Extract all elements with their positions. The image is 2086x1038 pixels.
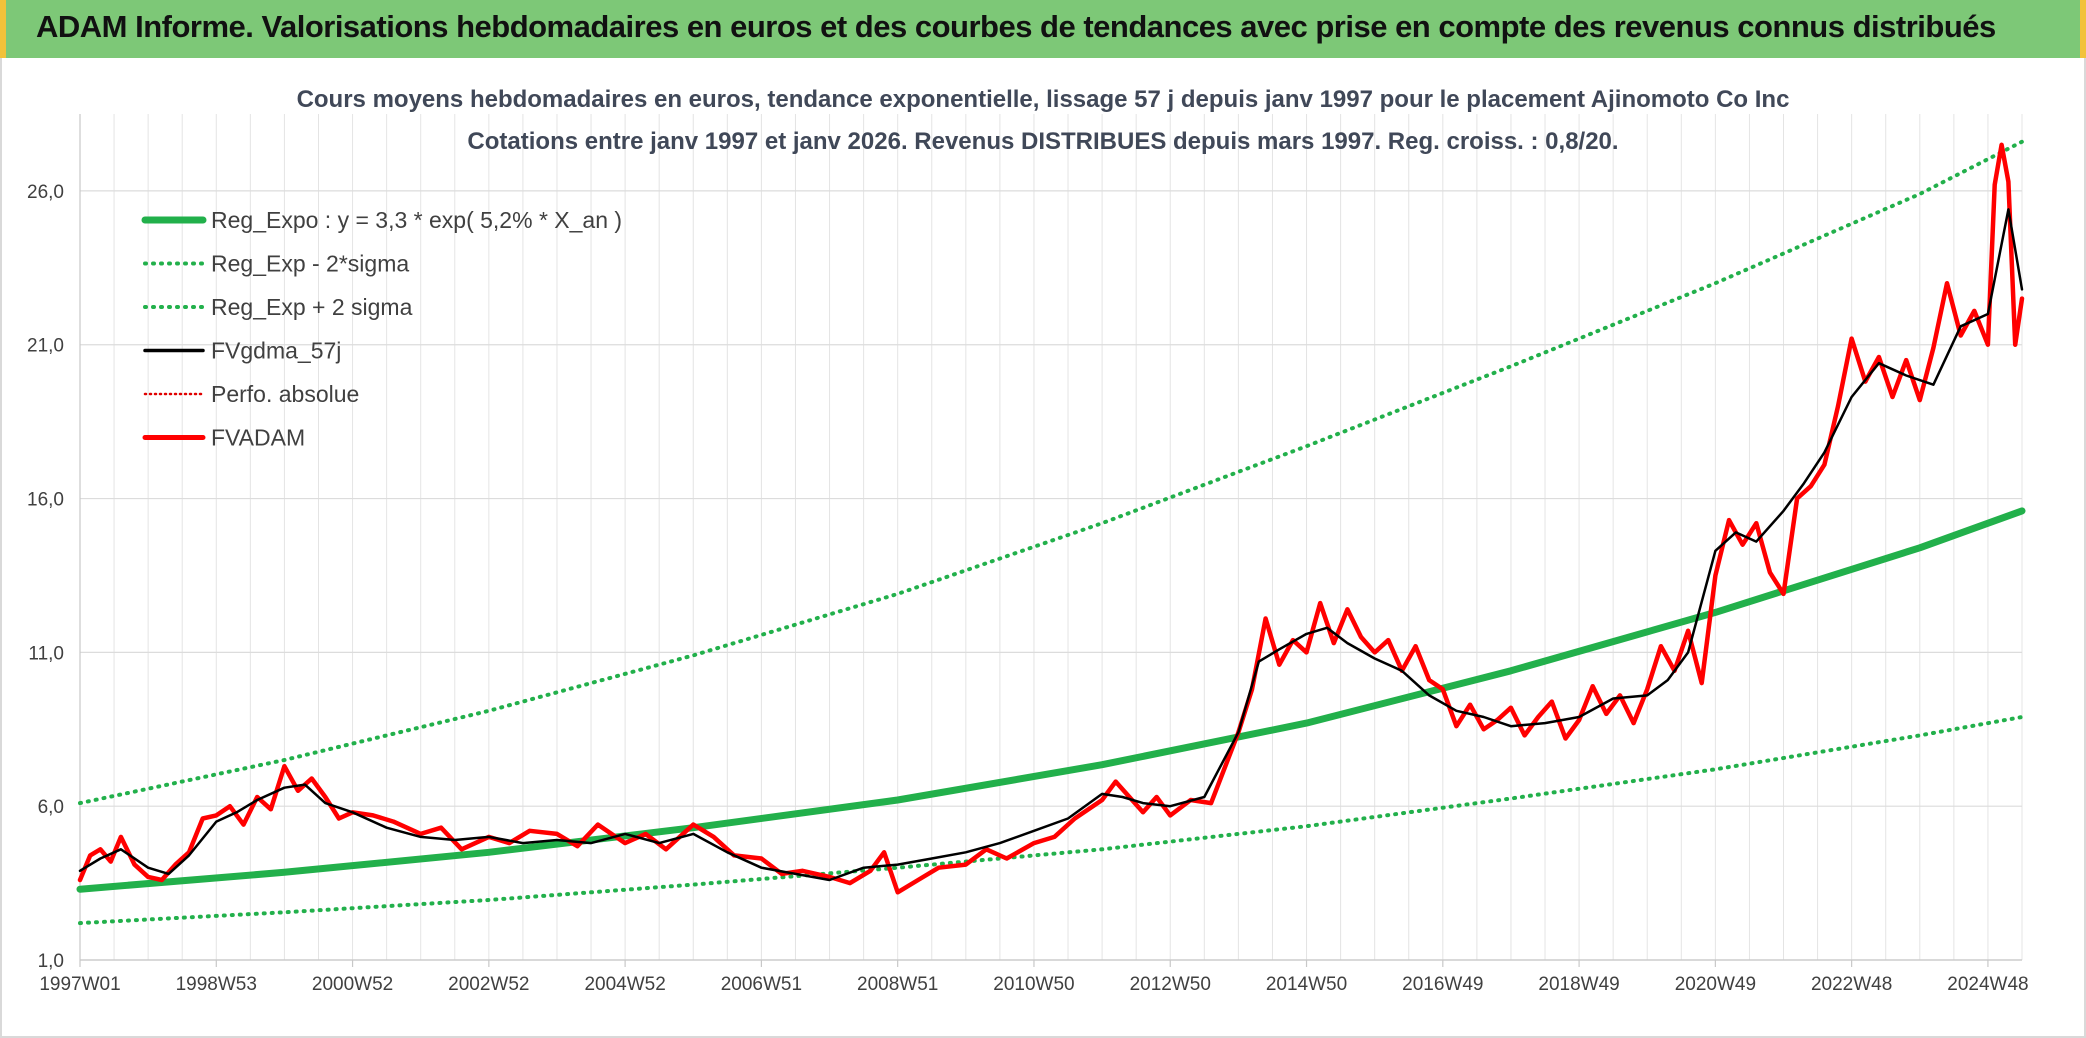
chart-subtitle: Cotations entre janv 1997 et janv 2026. … [467, 128, 1618, 155]
legend-label: Reg_Exp + 2 sigma [211, 294, 413, 320]
report-banner: ADAM Informe. Valorisations hebdomadaire… [0, 0, 2086, 58]
x-tick-label: 2016W49 [1402, 974, 1483, 995]
y-tick-label: 26,0 [27, 182, 64, 203]
chart-title: Cours moyens hebdomadaires en euros, ten… [297, 86, 1790, 113]
legend-label: Reg_Exp - 2*sigma [211, 251, 409, 277]
series [76, 139, 2026, 926]
series-fvgdma-57j [78, 208, 2024, 882]
x-tick-label: 1997W01 [39, 974, 120, 995]
y-tick-label: 11,0 [28, 643, 64, 664]
x-tick-label: 1998W53 [176, 974, 257, 995]
x-tick-label: 2004W52 [584, 974, 665, 995]
x-axis: 1997W01 1998W53 2000W52 2002W52 2004W52 2006W… [39, 960, 2029, 995]
x-tick-label: 2008W51 [857, 974, 938, 995]
legend: Reg_Expo : y = 3,3 * exp( 5,2% * X_an ) R… [141, 207, 622, 451]
series-reg-exp-plus-2sigma [78, 139, 2024, 806]
x-tick-label: 2024W48 [1947, 974, 2028, 995]
legend-label: Perfo. absolue [211, 381, 359, 407]
series-reg-exp-minus-2sigma [78, 715, 2024, 926]
series-reg-expo [76, 507, 2026, 893]
y-tick-label: 6,0 [38, 797, 64, 818]
x-tick-label: 2020W49 [1675, 974, 1756, 995]
series-fvadam [77, 142, 2025, 895]
y-axis: 1,0 6,0 11,0 16,0 21,0 26,0 [27, 182, 64, 972]
x-tick-label: 2000W52 [312, 974, 393, 995]
x-tick-label: 2022W48 [1811, 974, 1892, 995]
x-tick-label: 2018W49 [1538, 974, 1619, 995]
x-tick-label: 2010W50 [993, 974, 1074, 995]
report-title: ADAM Informe. Valorisations hebdomadaire… [36, 9, 1996, 44]
grid [79, 114, 2023, 961]
y-tick-label: 16,0 [27, 490, 64, 511]
y-tick-label: 21,0 [27, 336, 64, 357]
line-chart: Cours moyens hebdomadaires en euros, ten… [27, 86, 2029, 995]
x-tick-label: 2002W52 [448, 974, 529, 995]
x-tick-label: 2014W50 [1266, 974, 1347, 995]
x-tick-label: 2006W51 [721, 974, 802, 995]
x-tick-label: 2012W50 [1130, 974, 1211, 995]
legend-label: Reg_Expo : y = 3,3 * exp( 5,2% * X_an ) [211, 207, 622, 233]
legend-label: FVADAM [211, 425, 305, 451]
y-tick-label: 1,0 [38, 951, 64, 972]
chart-frame: Cours moyens hebdomadaires en euros, ten… [0, 58, 2086, 1038]
legend-label: FVgdma_57j [211, 338, 341, 364]
